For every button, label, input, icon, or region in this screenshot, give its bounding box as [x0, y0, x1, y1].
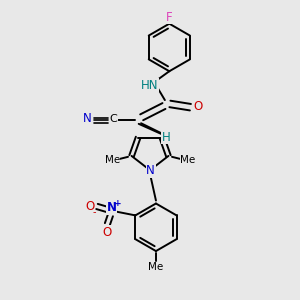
Text: +: + — [114, 199, 122, 208]
Text: Me: Me — [105, 155, 120, 165]
Text: C: C — [110, 114, 118, 124]
Text: N: N — [107, 202, 117, 214]
Text: O: O — [194, 100, 203, 113]
Text: N: N — [82, 112, 91, 125]
Text: HN: HN — [141, 79, 159, 92]
Text: Me: Me — [148, 262, 164, 272]
Text: O: O — [85, 200, 95, 213]
Text: O: O — [103, 226, 112, 238]
Text: Me: Me — [180, 155, 195, 165]
Text: F: F — [166, 11, 172, 24]
Text: -: - — [93, 207, 96, 218]
Text: N: N — [146, 164, 155, 177]
Text: H: H — [162, 131, 171, 144]
